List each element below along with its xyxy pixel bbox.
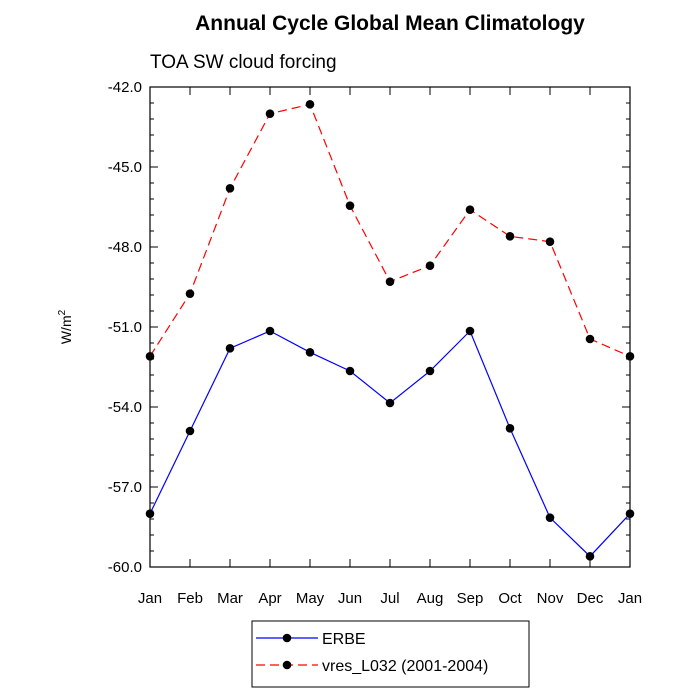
x-tick-label: Oct [498, 590, 522, 607]
x-tick-label: Aug [417, 590, 444, 607]
data-point [425, 261, 435, 270]
x-tick-label: Feb [177, 590, 203, 607]
data-point [585, 552, 595, 561]
y-axis-label-superscript: 2 [57, 309, 68, 315]
legend-label: ERBE [322, 631, 366, 648]
chart-title: Annual Cycle Global Mean Climatology [195, 12, 585, 35]
x-tick-label: Sep [457, 590, 484, 607]
data-point [225, 344, 235, 353]
data-point [345, 201, 355, 210]
data-point [345, 366, 355, 376]
data-point [145, 509, 155, 518]
series-line [149, 103, 631, 357]
y-tick-label: -45.0 [108, 159, 142, 176]
data-point [305, 100, 315, 109]
data-point [265, 109, 275, 118]
y-tick-label: -57.0 [108, 479, 142, 496]
legend-box [251, 620, 530, 688]
chart-subtitle: TOA SW cloud forcing [150, 52, 337, 73]
y-tick-label: -48.0 [108, 239, 142, 256]
y-tick-label: -54.0 [108, 399, 142, 416]
data-point [625, 352, 635, 361]
data-point [185, 426, 195, 436]
legend-marker [282, 633, 292, 643]
legend-marker [282, 660, 292, 670]
data-point [385, 398, 395, 408]
data-point [265, 326, 275, 336]
x-tick-label: Jan [138, 590, 162, 607]
x-tick-label: Jul [380, 590, 399, 607]
data-point [225, 184, 235, 193]
data-point [425, 366, 435, 376]
data-point [625, 509, 635, 518]
data-point [545, 237, 555, 246]
x-tick-label: Dec [577, 590, 604, 607]
data-point [585, 334, 595, 344]
x-tick-label: Nov [537, 590, 564, 607]
x-tick-labels: Jan Feb Mar Apr May Jun Jul Aug Sep Oct Nov Dec Jan [138, 590, 642, 607]
data-point [505, 424, 515, 433]
data-point [465, 205, 475, 214]
y-axis-label-text: W/m [58, 315, 74, 344]
x-tick-label: Apr [258, 590, 281, 607]
data-point [385, 277, 395, 286]
data-point [505, 232, 515, 241]
x-tick-label: Mar [217, 590, 243, 607]
y-axis-label: W/m2 [57, 309, 74, 344]
data-point [145, 352, 155, 361]
y-tick-label: -42.0 [108, 79, 142, 96]
data-point [545, 513, 555, 522]
data-point [305, 348, 315, 357]
y-tick-labels: -42.0 -45.0 -48.0 -51.0 -54.0 -57.0 -60.0 [108, 79, 142, 576]
y-tick-label: -60.0 [108, 559, 142, 576]
x-tick-label: May [296, 590, 325, 607]
y-tick-label: -51.0 [108, 319, 142, 336]
plot-frame [149, 86, 631, 568]
major-ticks [149, 86, 631, 568]
data-point [185, 289, 195, 298]
series-line [149, 329, 631, 558]
data-point [465, 326, 475, 336]
series-layer [145, 100, 635, 561]
x-tick-label: Jun [338, 590, 362, 607]
legend-entries: ERBE vres_L032 (2001-2004) [256, 631, 488, 675]
legend-label: vres_L032 (2001-2004) [322, 658, 488, 675]
x-tick-label: Jan [618, 590, 642, 607]
minor-ticks [150, 102, 630, 552]
